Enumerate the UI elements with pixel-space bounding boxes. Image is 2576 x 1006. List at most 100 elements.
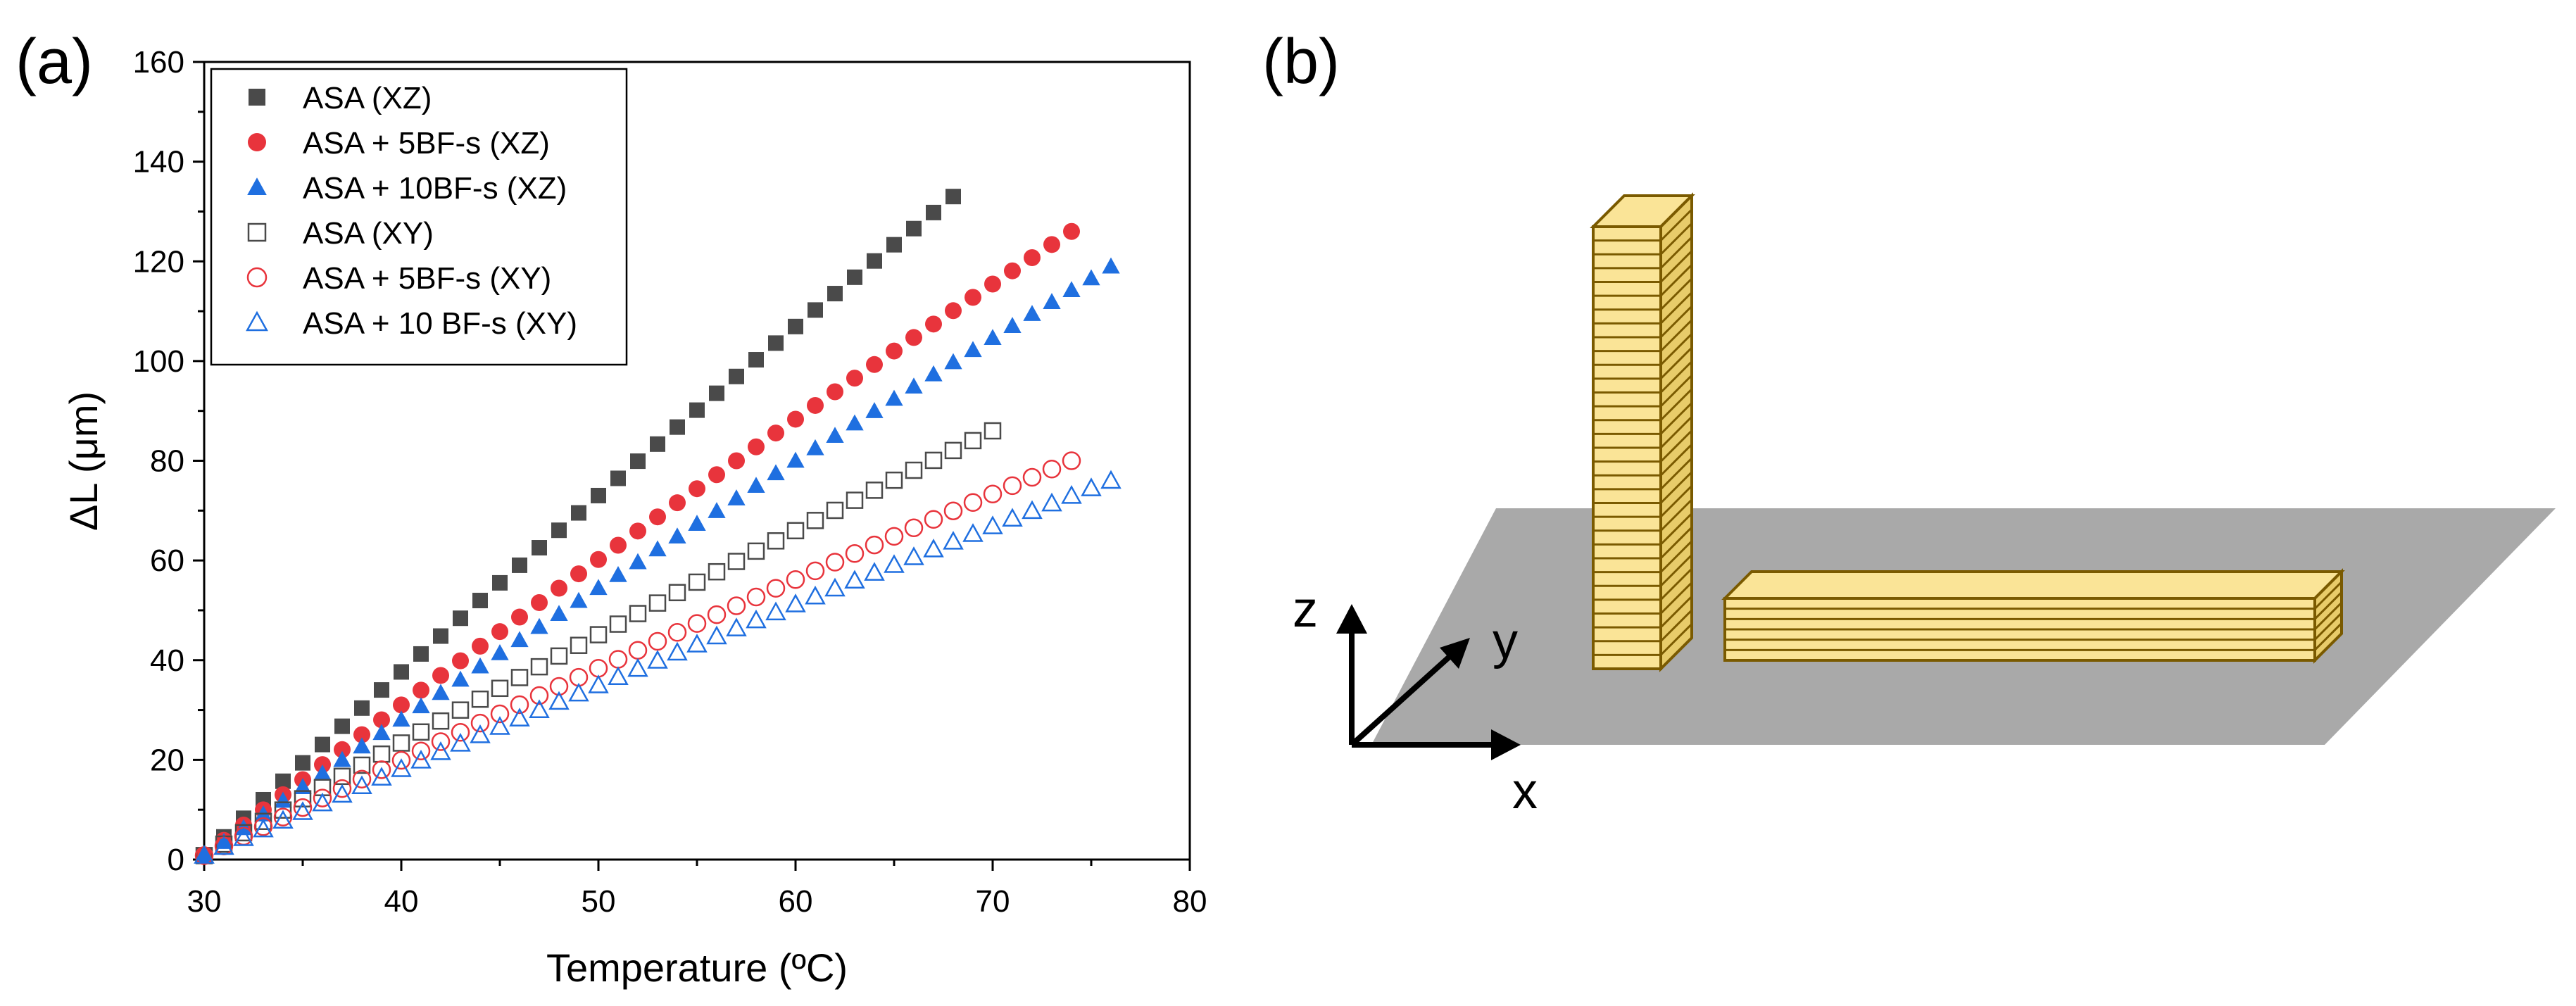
data-point xyxy=(529,699,550,718)
data-point xyxy=(312,792,333,812)
sample-xy-horizontal xyxy=(1721,568,2345,664)
data-point xyxy=(727,596,746,615)
data-point xyxy=(450,732,471,752)
data-point xyxy=(707,605,727,624)
data-point xyxy=(295,755,310,771)
data-point xyxy=(689,402,705,418)
data-point xyxy=(865,482,884,499)
data-point xyxy=(943,531,964,550)
data-point xyxy=(1081,477,1102,496)
data-point xyxy=(886,342,903,360)
print-layer-line xyxy=(1659,333,1693,366)
print-layer-line xyxy=(2313,612,2343,641)
data-point xyxy=(371,767,392,786)
data-point xyxy=(432,712,450,730)
series-4 xyxy=(195,422,1002,864)
coordinate-axes xyxy=(1336,604,1521,760)
data-point xyxy=(433,628,448,644)
y-tick-label: 160 xyxy=(133,45,184,80)
data-point xyxy=(1024,249,1041,266)
print-layer-line xyxy=(1659,360,1693,394)
print-layer-line xyxy=(1659,264,1693,297)
data-point xyxy=(984,422,1002,440)
data-point xyxy=(413,681,429,699)
print-layer-line xyxy=(1659,375,1693,408)
print-layer-line xyxy=(2313,591,2343,620)
data-point xyxy=(530,658,548,676)
data-point xyxy=(1062,281,1081,298)
data-point xyxy=(689,480,705,498)
print-layer-line xyxy=(1659,388,1693,421)
data-point xyxy=(570,565,587,583)
data-point xyxy=(667,623,687,642)
axis-ticks: 30 40 50 60 70 80 0 20 40 60 80 100 120 140 160 xyxy=(133,45,1207,919)
data-point xyxy=(904,518,924,538)
data-point xyxy=(610,470,626,486)
print-layer-line xyxy=(1659,236,1693,269)
data-point xyxy=(708,562,726,581)
data-point xyxy=(965,289,981,306)
data-point xyxy=(591,487,606,503)
data-point xyxy=(412,697,430,714)
data-point xyxy=(471,690,489,708)
data-point xyxy=(373,711,390,729)
data-point xyxy=(767,532,785,550)
data-point xyxy=(453,610,468,627)
data-point xyxy=(491,644,509,660)
y-tick-label: 120 xyxy=(133,244,184,279)
data-point xyxy=(647,650,668,669)
data-point xyxy=(489,716,510,735)
data-point xyxy=(372,724,391,741)
data-point xyxy=(945,189,961,205)
legend-entry-label: ASA (XY) xyxy=(303,216,434,251)
print-layer-line xyxy=(1659,402,1693,435)
data-point xyxy=(313,788,332,807)
print-layer-line xyxy=(1659,526,1693,560)
legend-marker xyxy=(247,222,267,242)
data-point xyxy=(923,539,944,558)
data-point xyxy=(963,493,983,512)
data-point xyxy=(924,365,943,382)
data-point xyxy=(589,626,608,643)
print-layer-line xyxy=(1659,513,1693,546)
data-point xyxy=(984,329,1002,346)
data-point xyxy=(924,451,943,470)
data-point xyxy=(353,756,371,774)
data-point xyxy=(924,510,943,529)
data-point xyxy=(1003,317,1022,333)
y-axis-arrow xyxy=(1350,653,1454,747)
data-point xyxy=(906,220,922,237)
data-point xyxy=(472,593,488,609)
data-point xyxy=(492,574,508,591)
data-point xyxy=(884,527,904,546)
data-point xyxy=(885,471,903,489)
data-point xyxy=(411,741,431,760)
data-point xyxy=(391,750,411,770)
data-point xyxy=(788,318,803,334)
data-point xyxy=(884,554,905,573)
data-point xyxy=(195,846,213,863)
data-point xyxy=(844,570,865,589)
x-tick-label: 60 xyxy=(779,884,813,919)
data-point xyxy=(432,684,450,700)
print-layer-line xyxy=(1659,305,1693,339)
data-point xyxy=(334,741,351,758)
data-point xyxy=(706,625,727,645)
print-layer-line xyxy=(1659,609,1693,642)
y-tick-label: 20 xyxy=(150,743,184,777)
data-point xyxy=(393,696,410,714)
data-point xyxy=(1043,293,1061,309)
data-point xyxy=(708,502,726,518)
x-axis-arrowhead xyxy=(1491,729,1521,760)
print-layer-line xyxy=(1659,498,1693,532)
data-point xyxy=(510,695,529,715)
data-point xyxy=(551,522,567,539)
data-point xyxy=(372,760,391,779)
data-point xyxy=(253,818,274,838)
data-point xyxy=(746,587,766,607)
data-point xyxy=(1061,484,1082,504)
data-point xyxy=(984,275,1001,293)
data-point xyxy=(846,414,864,431)
data-point xyxy=(410,750,432,769)
data-point xyxy=(766,579,786,598)
